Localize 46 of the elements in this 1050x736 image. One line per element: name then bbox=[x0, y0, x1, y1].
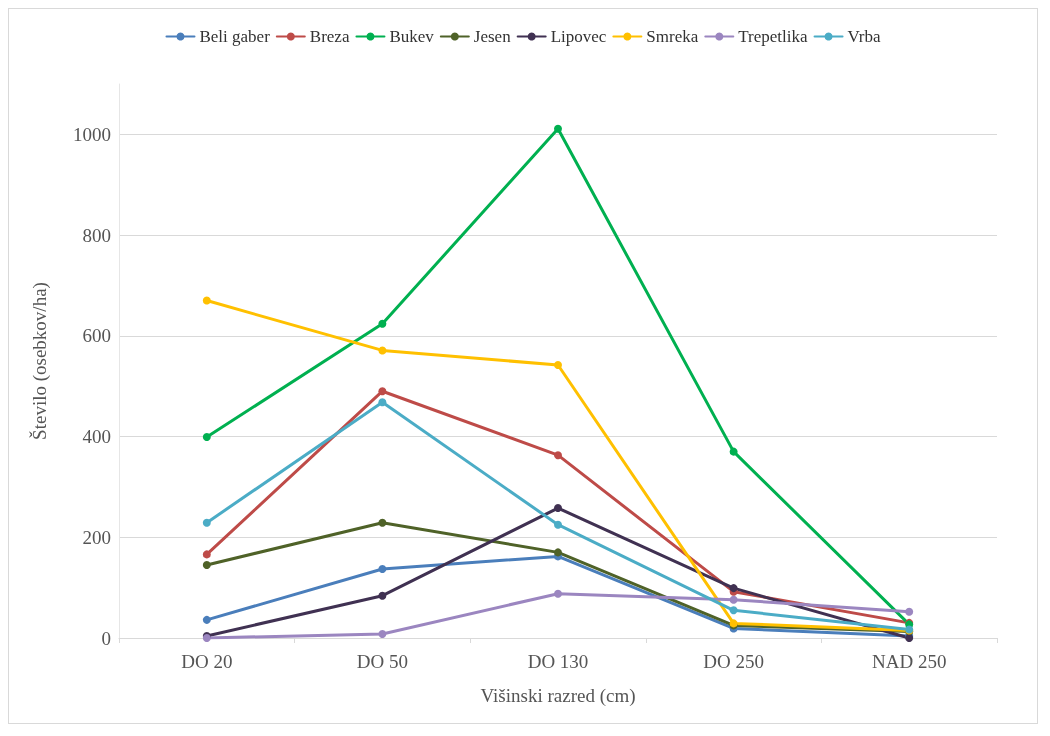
x-tick-label: DO 50 bbox=[356, 651, 408, 672]
point bbox=[554, 589, 562, 598]
point bbox=[202, 560, 211, 569]
point bbox=[554, 361, 562, 370]
y-tick-label: 0 bbox=[101, 627, 111, 649]
point bbox=[378, 629, 387, 638]
y-tick-label: 1000 bbox=[73, 123, 111, 145]
y-tick-label: 400 bbox=[82, 426, 111, 448]
legend-label: Smreka bbox=[646, 27, 699, 46]
point bbox=[554, 504, 562, 513]
point bbox=[378, 565, 387, 573]
point bbox=[378, 518, 387, 527]
legend-label: Jesen bbox=[473, 27, 512, 46]
point bbox=[554, 548, 562, 557]
point bbox=[378, 591, 387, 600]
point bbox=[202, 433, 211, 442]
point bbox=[554, 520, 562, 529]
legend-label: Trepetlika bbox=[738, 27, 808, 46]
point bbox=[905, 607, 914, 616]
x-tick-label: DO 20 bbox=[181, 651, 233, 672]
point bbox=[378, 346, 387, 355]
y-tick-label: 200 bbox=[82, 526, 111, 548]
point bbox=[554, 451, 562, 460]
x-tick-label: NAD 250 bbox=[871, 651, 947, 672]
legend-label: Breza bbox=[309, 27, 350, 46]
point bbox=[378, 387, 387, 396]
point bbox=[202, 550, 211, 559]
point bbox=[378, 319, 387, 328]
y-axis-title: Število (osebkov/ha) bbox=[29, 282, 51, 440]
x-tick-label: DO 250 bbox=[703, 651, 764, 672]
point bbox=[554, 124, 562, 133]
point bbox=[202, 615, 211, 624]
point bbox=[202, 518, 211, 527]
point bbox=[729, 606, 738, 615]
legend-label: Bukev bbox=[389, 27, 435, 46]
legend-label: Vrba bbox=[847, 27, 881, 46]
x-tick-label: DO 130 bbox=[527, 651, 589, 672]
point bbox=[729, 595, 738, 604]
y-tick-label: 600 bbox=[82, 325, 111, 347]
y-tick-label: 800 bbox=[82, 224, 111, 246]
point bbox=[378, 398, 387, 407]
legend-label: Beli gaber bbox=[199, 27, 271, 46]
x-axis-title: Višinski razred (cm) bbox=[480, 685, 636, 707]
point bbox=[202, 296, 211, 305]
point bbox=[729, 447, 738, 456]
legend-label: Lipovec bbox=[550, 27, 607, 46]
